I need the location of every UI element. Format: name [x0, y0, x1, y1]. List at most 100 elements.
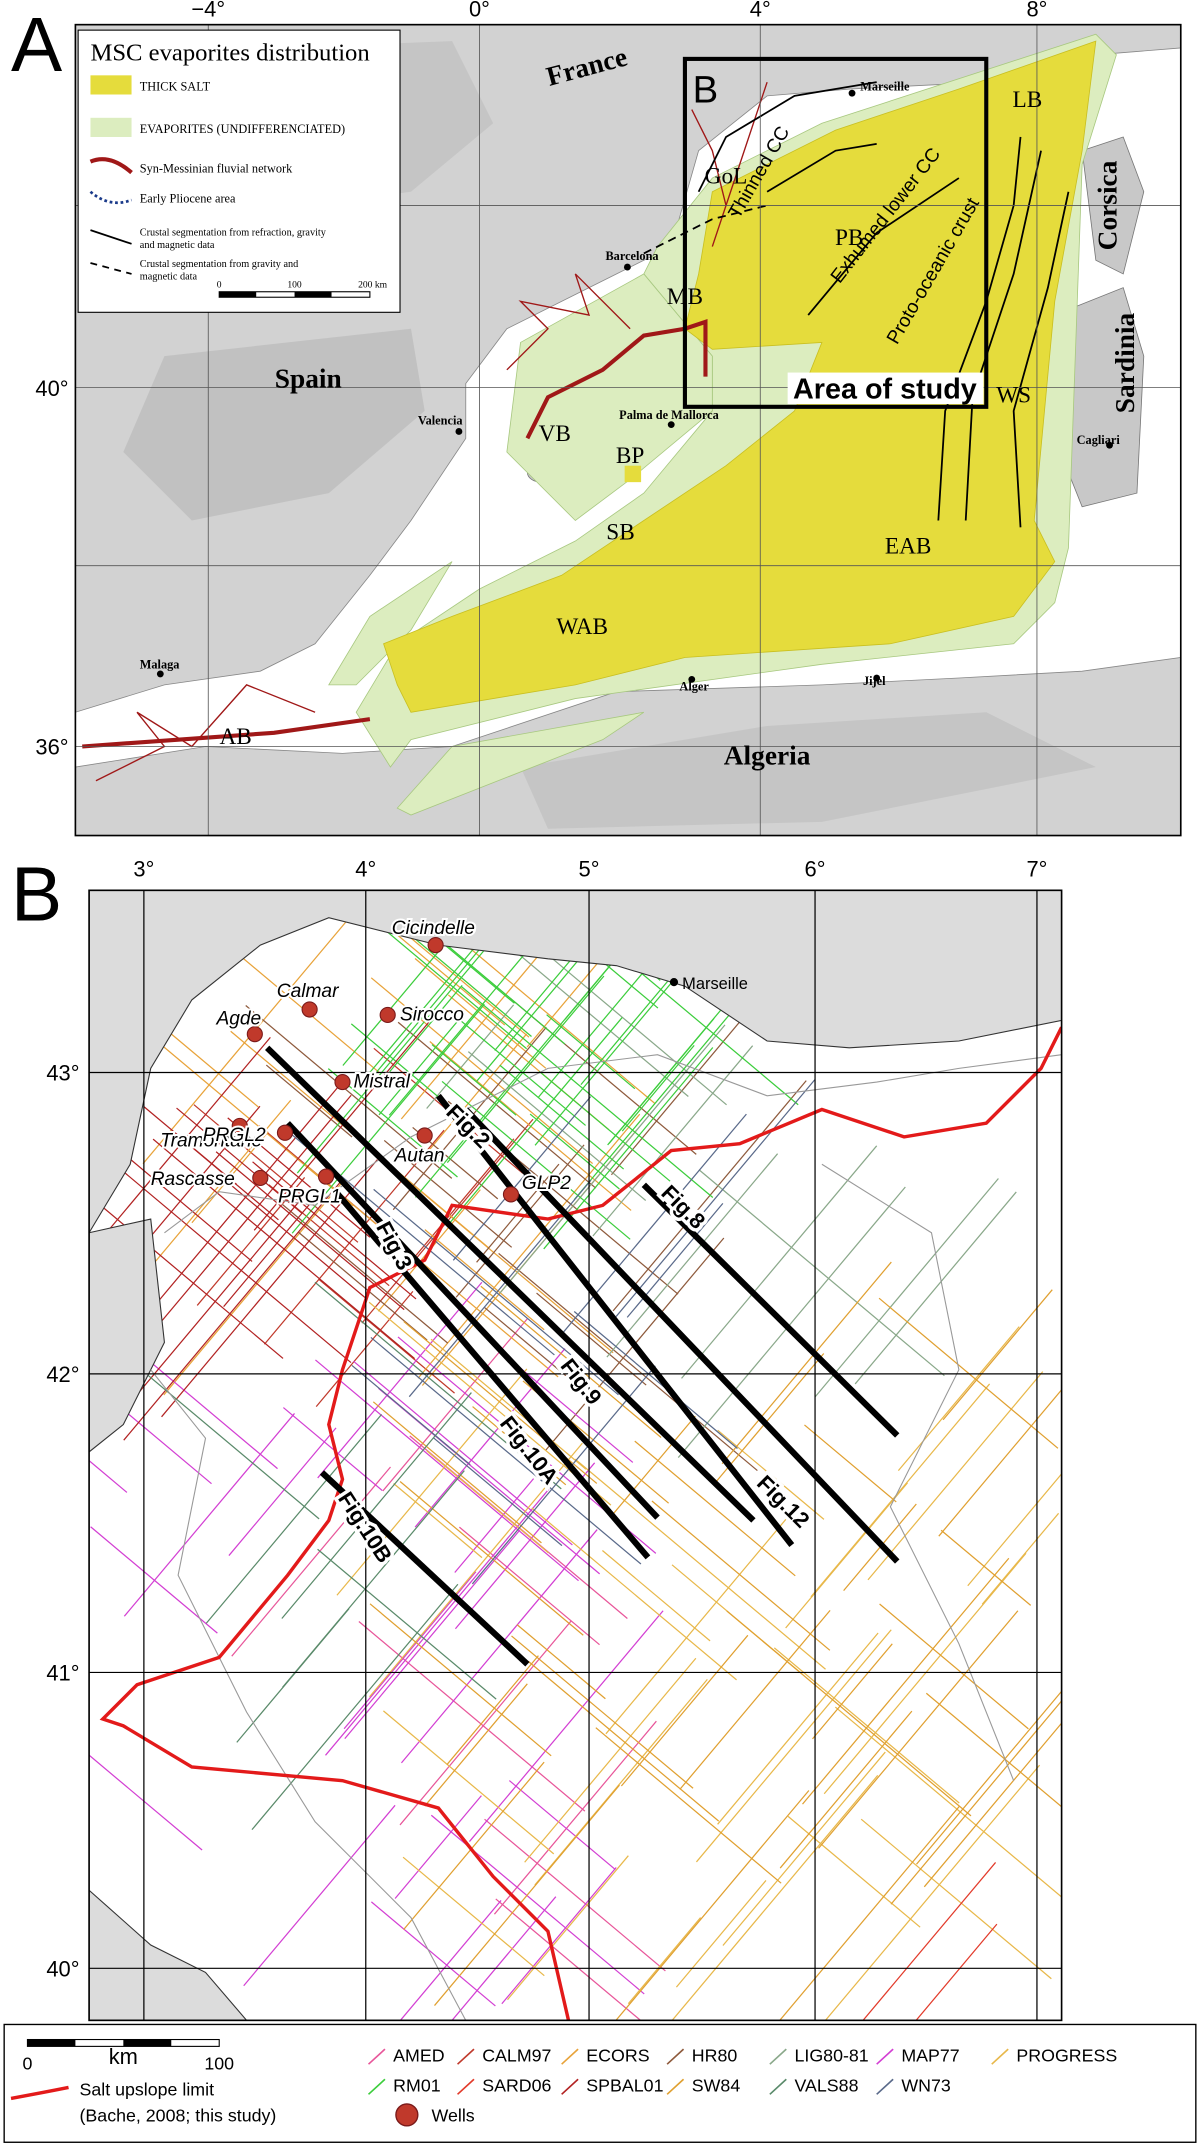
survey-line	[303, 1163, 559, 1378]
survey-line	[298, 1231, 428, 1341]
legend-item: HR80	[692, 2045, 738, 2065]
survey-line	[431, 1044, 517, 1116]
survey-line	[446, 1655, 539, 1765]
survey-line	[394, 1795, 482, 1899]
survey-line	[399, 1620, 572, 1826]
survey-line	[383, 1139, 513, 1248]
survey-line	[916, 1690, 1062, 1865]
well	[379, 1006, 396, 1024]
survey-line	[573, 1311, 738, 1449]
legend-swatch	[367, 2078, 386, 2095]
survey-line	[804, 1424, 897, 1503]
survey-line	[327, 1068, 458, 1178]
country-label: Spain	[275, 364, 342, 394]
panel-letter: A	[11, 3, 62, 88]
survey-line	[205, 1413, 383, 1624]
survey-line	[176, 1107, 303, 1214]
survey-line	[543, 1047, 714, 1250]
survey-line	[942, 1289, 1053, 1421]
scale-bar	[219, 291, 257, 298]
well	[301, 1001, 318, 1018]
survey-line	[675, 1880, 767, 1988]
crust-line	[766, 142, 877, 193]
survey-line	[344, 1529, 521, 1740]
map-frame	[74, 23, 1182, 837]
city-label: Barcelona	[605, 249, 658, 263]
survey-line	[447, 1009, 586, 1126]
legend-item: AMED	[393, 2045, 444, 2065]
survey-line	[399, 1481, 584, 1636]
survey-line	[90, 1526, 218, 1634]
survey-line	[679, 1609, 831, 1790]
survey-line	[163, 1182, 343, 1396]
lat-label: 36°	[35, 735, 68, 760]
survey-line	[372, 1401, 542, 1544]
basin-label: AB	[219, 724, 251, 750]
basin-label: MB	[667, 284, 703, 310]
basin-label: VB	[539, 421, 571, 447]
legend-swatch	[666, 2078, 685, 2095]
city-label: Valencia	[418, 414, 463, 428]
survey-line	[615, 1790, 810, 2021]
survey-line	[402, 1856, 545, 1977]
survey-line	[607, 1002, 728, 1146]
survey-line	[139, 1083, 342, 1324]
survey-line	[231, 1466, 391, 1657]
survey-line	[454, 1462, 596, 1630]
well-label: Rascasse	[151, 1169, 235, 1190]
survey-line	[867, 1371, 1044, 1581]
survey-line	[370, 977, 594, 1165]
survey-line	[399, 1900, 502, 2021]
legend-item: RM01	[393, 2076, 441, 2096]
survey-line	[110, 1142, 253, 1262]
survey-line	[534, 1679, 708, 1886]
legend-item: Crustal segmentation from refraction, gr…	[140, 228, 327, 239]
survey-line	[834, 1706, 1062, 1898]
survey-line	[351, 1364, 471, 1466]
survey-line	[787, 1815, 921, 1928]
survey-line	[785, 1482, 908, 1629]
survey-line	[606, 1153, 779, 1358]
basin-label: BP	[616, 443, 644, 469]
survey-line	[196, 1177, 306, 1306]
survey-line	[143, 1106, 237, 1185]
survey-line	[454, 1478, 535, 1573]
survey-line	[614, 950, 799, 1106]
map-frame	[88, 889, 1063, 2022]
survey-line	[726, 1610, 972, 1817]
survey-line	[536, 1292, 647, 1386]
survey-line	[215, 1151, 405, 1311]
survey-line	[940, 1529, 1032, 1606]
basin-label: WS	[996, 383, 1031, 409]
survey-line	[778, 1805, 960, 2021]
survey-line	[915, 1923, 998, 2021]
survey-line	[484, 1818, 666, 1972]
country-label: Algeria	[724, 740, 811, 770]
survey-line	[382, 1318, 528, 1492]
survey-line	[403, 1138, 515, 1271]
survey-line	[717, 1632, 879, 1825]
city-label: Marseille	[682, 975, 748, 993]
basin-label: LB	[1012, 87, 1042, 113]
survey-line	[595, 1727, 782, 1884]
well	[276, 1124, 294, 1141]
legend-item: and magnetic data	[140, 240, 215, 251]
legend-swatch	[456, 2078, 475, 2095]
legend-item: LIG80-81	[795, 2045, 869, 2065]
figure-lines	[265, 1045, 900, 1667]
survey-line	[152, 1138, 416, 1360]
survey-line	[824, 1764, 1041, 2021]
legend-item: CALM97	[482, 2045, 551, 2065]
survey-line	[779, 1710, 913, 1869]
survey-line	[117, 1197, 303, 1418]
survey-line	[400, 954, 540, 1120]
city-dot	[156, 670, 164, 678]
legend-item: EVAPORITES (UNDIFFERENCIATED)	[140, 122, 345, 136]
survey-line	[493, 1720, 657, 1915]
survey-line	[508, 1780, 616, 1871]
survey-line	[531, 1507, 737, 1681]
survey-line	[527, 1660, 720, 1822]
well-label: GLP2	[522, 1173, 571, 1194]
survey-line	[392, 1026, 547, 1211]
survey-line	[467, 1051, 647, 1201]
